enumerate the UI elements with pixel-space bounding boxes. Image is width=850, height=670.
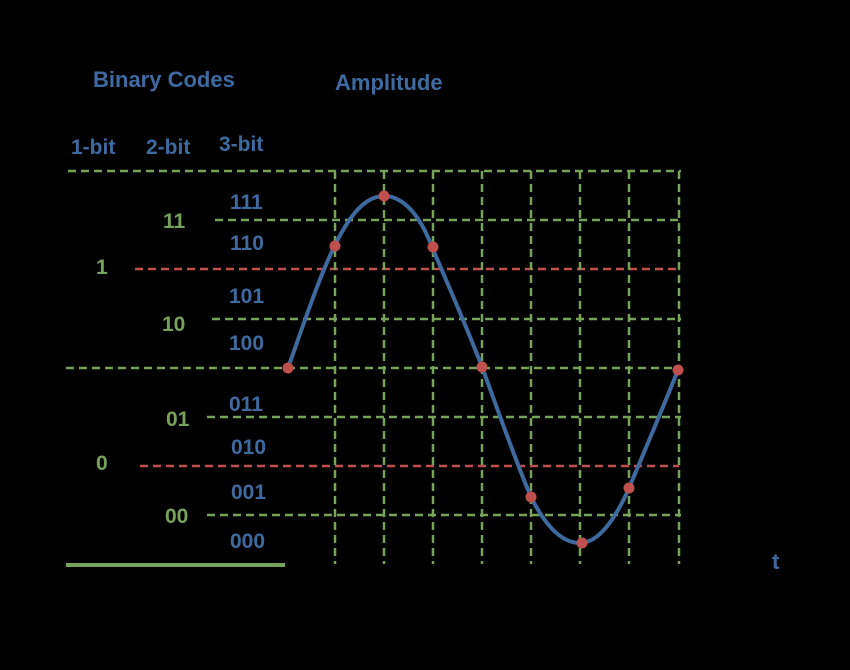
code-3bit-000: 000: [230, 530, 266, 553]
sample-point: [427, 241, 439, 253]
amplitude-title: Amplitude: [335, 70, 443, 95]
sample-point: [282, 362, 294, 374]
binary-codes-title: Binary Codes: [93, 67, 235, 92]
column-header-2-bit: 2-bit: [146, 136, 191, 159]
code-3bit-011: 011: [229, 393, 263, 416]
code-2bit-01: 01: [166, 408, 190, 431]
sample-point: [623, 482, 635, 494]
sample-point: [672, 364, 684, 376]
sample-point: [476, 361, 488, 373]
sample-point: [525, 491, 537, 503]
code-2bit-00: 00: [165, 505, 189, 528]
code-3bit-110: 110: [230, 232, 264, 255]
sample-point: [329, 240, 341, 252]
code-3bit-100: 100: [229, 332, 265, 355]
code-3bit-001: 001: [231, 481, 267, 504]
column-header-3-bit: 3-bit: [219, 133, 264, 156]
code-3bit-010: 010: [231, 436, 267, 459]
sample-points: [282, 190, 684, 549]
sample-point: [378, 190, 390, 202]
one-bit-threshold-lines: [135, 267, 679, 468]
code-1bit-1: 1: [96, 256, 108, 279]
code-2bit-10: 10: [162, 313, 186, 336]
code-3bit-111: 111: [230, 191, 263, 214]
horizontal-grid-lines: [66, 169, 681, 517]
code-2bit-11: 11: [163, 210, 186, 233]
time-axis-label: t: [772, 549, 780, 574]
code-1bit-0: 0: [96, 452, 108, 475]
column-header-1-bit: 1-bit: [71, 136, 116, 159]
sample-point: [576, 537, 588, 549]
code-3bit-101: 101: [229, 285, 265, 308]
vertical-grid-lines: [333, 171, 681, 564]
